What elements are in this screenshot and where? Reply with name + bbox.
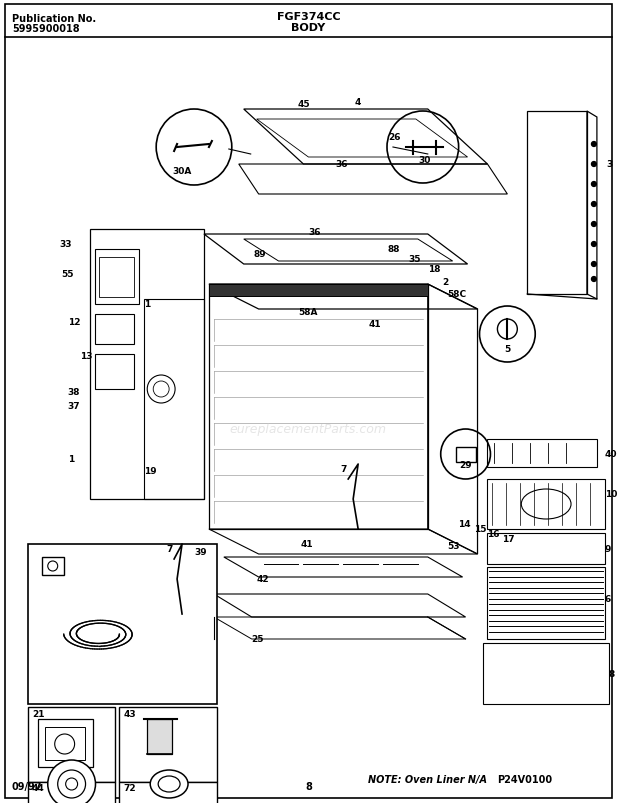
Text: 43: 43 xyxy=(123,709,136,718)
Text: 30: 30 xyxy=(418,156,431,165)
Text: BODY: BODY xyxy=(291,23,326,33)
Text: 19: 19 xyxy=(144,467,157,475)
Text: 7: 7 xyxy=(166,544,172,553)
Text: 09/97: 09/97 xyxy=(12,781,42,791)
Text: 55: 55 xyxy=(61,270,74,279)
Circle shape xyxy=(58,770,86,798)
Text: 5: 5 xyxy=(504,344,510,353)
Text: 58A: 58A xyxy=(299,308,318,316)
Circle shape xyxy=(497,320,517,340)
Text: 58C: 58C xyxy=(448,290,467,299)
Text: 40: 40 xyxy=(605,450,618,459)
Text: 72: 72 xyxy=(123,783,136,792)
Text: 2: 2 xyxy=(443,278,449,287)
Text: 18: 18 xyxy=(428,265,440,274)
Ellipse shape xyxy=(158,776,180,792)
Circle shape xyxy=(591,222,596,227)
Text: 53: 53 xyxy=(448,541,460,550)
Bar xyxy=(456,447,476,463)
Text: 41: 41 xyxy=(368,320,381,328)
Text: 33: 33 xyxy=(60,240,72,249)
Text: 15: 15 xyxy=(474,524,486,533)
Text: 38: 38 xyxy=(68,388,80,397)
Circle shape xyxy=(591,162,596,167)
Ellipse shape xyxy=(150,770,188,798)
Text: 89: 89 xyxy=(254,250,267,259)
Text: NOTE: Oven Liner N/A: NOTE: Oven Liner N/A xyxy=(368,774,487,784)
Circle shape xyxy=(591,277,596,282)
Text: 36: 36 xyxy=(335,160,348,169)
Text: 26: 26 xyxy=(388,132,401,142)
Bar xyxy=(28,782,115,803)
Bar xyxy=(38,719,92,767)
Bar xyxy=(120,707,217,782)
Text: 42: 42 xyxy=(257,574,269,583)
Circle shape xyxy=(55,734,74,754)
Bar xyxy=(94,355,135,389)
Text: 8: 8 xyxy=(305,781,312,791)
Text: 29: 29 xyxy=(459,460,472,470)
Text: 9: 9 xyxy=(605,544,611,553)
Text: 45: 45 xyxy=(297,100,310,109)
Bar xyxy=(147,719,172,754)
Ellipse shape xyxy=(521,489,571,520)
Text: 14: 14 xyxy=(458,520,470,528)
Text: 36: 36 xyxy=(308,228,321,237)
Text: 1: 1 xyxy=(68,454,74,463)
Text: 37: 37 xyxy=(68,402,80,410)
Bar xyxy=(45,727,84,760)
Text: P24V0100: P24V0100 xyxy=(497,774,552,784)
Text: 10: 10 xyxy=(605,489,618,499)
Bar xyxy=(94,315,135,344)
Text: 39: 39 xyxy=(194,548,206,556)
Circle shape xyxy=(48,561,58,571)
Text: 35: 35 xyxy=(408,255,420,263)
Text: 41: 41 xyxy=(301,540,313,548)
Circle shape xyxy=(147,376,175,403)
Bar xyxy=(94,250,140,304)
Circle shape xyxy=(591,182,596,187)
Circle shape xyxy=(441,430,490,479)
Circle shape xyxy=(591,142,596,147)
Text: 25: 25 xyxy=(252,634,264,643)
Bar xyxy=(99,258,135,298)
Text: 30A: 30A xyxy=(172,167,192,177)
Text: 12: 12 xyxy=(68,318,80,327)
Text: 44: 44 xyxy=(32,783,45,792)
Bar xyxy=(120,782,217,803)
Text: 8: 8 xyxy=(609,669,615,679)
Bar xyxy=(28,544,217,704)
Circle shape xyxy=(479,307,535,362)
Text: 88: 88 xyxy=(388,245,401,254)
Text: 3: 3 xyxy=(607,160,613,169)
Text: 21: 21 xyxy=(32,709,45,718)
Text: 5995900018: 5995900018 xyxy=(12,24,79,34)
Bar xyxy=(28,707,115,782)
Circle shape xyxy=(591,243,596,247)
Circle shape xyxy=(387,112,459,184)
Text: FGF374CC: FGF374CC xyxy=(277,12,340,22)
Text: Publication No.: Publication No. xyxy=(12,14,96,24)
Circle shape xyxy=(591,202,596,207)
Text: eureplacementParts.com: eureplacementParts.com xyxy=(230,423,387,436)
Text: 4: 4 xyxy=(355,98,361,107)
Circle shape xyxy=(153,381,169,397)
Text: 1: 1 xyxy=(144,300,151,308)
Text: 6: 6 xyxy=(605,594,611,603)
Text: 16: 16 xyxy=(487,529,500,538)
Text: 13: 13 xyxy=(79,352,92,361)
Bar xyxy=(209,284,428,296)
Circle shape xyxy=(48,760,95,803)
Circle shape xyxy=(156,110,232,185)
Text: 17: 17 xyxy=(502,534,515,544)
Text: 7: 7 xyxy=(340,464,347,474)
Circle shape xyxy=(591,262,596,267)
Bar xyxy=(42,557,64,575)
Circle shape xyxy=(66,778,78,790)
